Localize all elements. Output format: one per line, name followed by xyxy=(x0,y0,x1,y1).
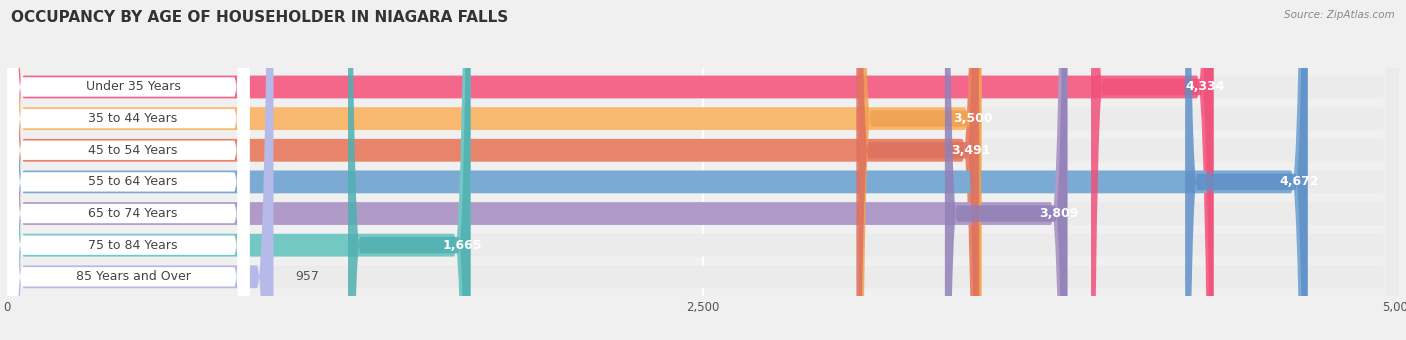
Text: 45 to 54 Years: 45 to 54 Years xyxy=(89,144,177,157)
FancyBboxPatch shape xyxy=(7,0,1213,340)
FancyBboxPatch shape xyxy=(7,0,249,340)
FancyBboxPatch shape xyxy=(7,0,249,340)
FancyBboxPatch shape xyxy=(7,0,981,340)
FancyBboxPatch shape xyxy=(856,0,979,340)
Text: 3,809: 3,809 xyxy=(1039,207,1078,220)
FancyBboxPatch shape xyxy=(1185,0,1308,340)
Text: OCCUPANCY BY AGE OF HOUSEHOLDER IN NIAGARA FALLS: OCCUPANCY BY AGE OF HOUSEHOLDER IN NIAGA… xyxy=(11,10,509,25)
Text: 35 to 44 Years: 35 to 44 Years xyxy=(89,112,177,125)
FancyBboxPatch shape xyxy=(7,0,249,340)
FancyBboxPatch shape xyxy=(7,0,471,340)
FancyBboxPatch shape xyxy=(349,0,471,340)
FancyBboxPatch shape xyxy=(1091,0,1213,340)
FancyBboxPatch shape xyxy=(7,0,249,340)
Text: 957: 957 xyxy=(295,270,319,283)
FancyBboxPatch shape xyxy=(7,0,249,340)
Text: 85 Years and Over: 85 Years and Over xyxy=(76,270,190,283)
FancyBboxPatch shape xyxy=(7,0,249,340)
FancyBboxPatch shape xyxy=(7,0,1399,340)
Text: 1,665: 1,665 xyxy=(443,239,482,252)
FancyBboxPatch shape xyxy=(7,0,249,340)
FancyBboxPatch shape xyxy=(7,0,1067,340)
Text: 65 to 74 Years: 65 to 74 Years xyxy=(89,207,177,220)
Text: 3,491: 3,491 xyxy=(950,144,990,157)
Text: 4,672: 4,672 xyxy=(1279,175,1319,188)
FancyBboxPatch shape xyxy=(7,0,1399,340)
FancyBboxPatch shape xyxy=(7,0,1399,340)
Text: 3,500: 3,500 xyxy=(953,112,993,125)
Text: Under 35 Years: Under 35 Years xyxy=(86,81,180,94)
FancyBboxPatch shape xyxy=(7,0,1399,340)
FancyBboxPatch shape xyxy=(7,0,273,340)
FancyBboxPatch shape xyxy=(945,0,1067,340)
Text: 4,334: 4,334 xyxy=(1185,81,1225,94)
FancyBboxPatch shape xyxy=(7,0,1399,340)
Text: 55 to 64 Years: 55 to 64 Years xyxy=(89,175,177,188)
Text: Source: ZipAtlas.com: Source: ZipAtlas.com xyxy=(1284,10,1395,20)
FancyBboxPatch shape xyxy=(7,0,979,340)
FancyBboxPatch shape xyxy=(859,0,981,340)
FancyBboxPatch shape xyxy=(7,0,1308,340)
FancyBboxPatch shape xyxy=(7,0,1399,340)
FancyBboxPatch shape xyxy=(7,0,1399,340)
Text: 75 to 84 Years: 75 to 84 Years xyxy=(89,239,177,252)
